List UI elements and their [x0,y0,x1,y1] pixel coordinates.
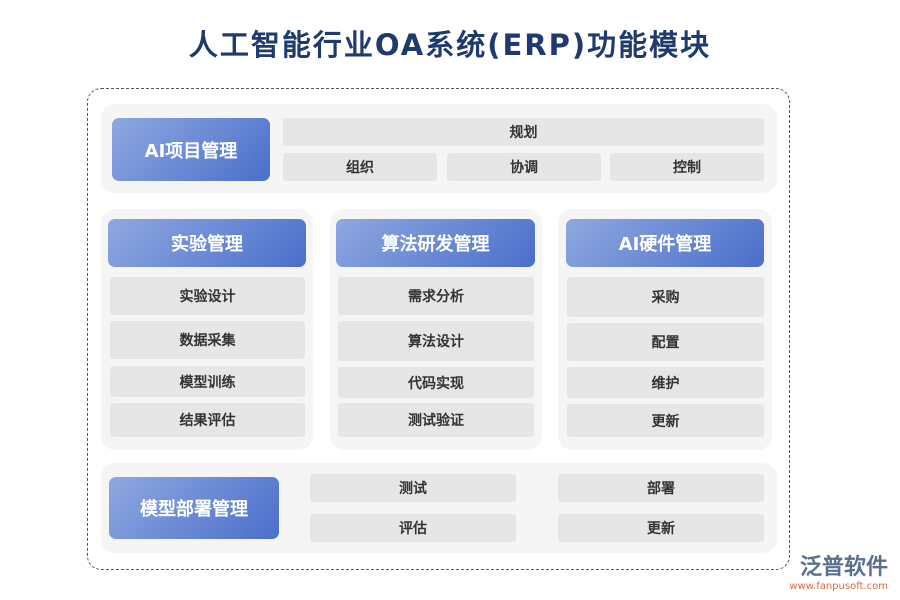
experiment-item: 模型训练 [110,366,305,397]
hardware-item: 更新 [567,404,764,437]
project-item: 组织 [283,153,437,181]
deploy-item: 评估 [310,514,516,542]
experiment-item: 数据采集 [110,321,305,359]
hardware-head: AI硬件管理 [566,219,764,267]
hardware-item: 维护 [567,367,764,398]
algorithm-item: 测试验证 [338,403,534,437]
logo-name: 泛普软件 [799,555,888,580]
deploy-item: 部署 [558,474,764,502]
algorithm-item: 代码实现 [338,367,534,398]
page-title: 人工智能行业OA系统(ERP)功能模块 [188,28,712,62]
deploy-item: 测试 [310,474,516,502]
algorithm-item: 算法设计 [338,321,534,361]
deploy-head: 模型部署管理 [109,477,279,539]
project-item: 控制 [610,153,764,181]
diagram-frame [87,88,790,570]
experiment-item: 实验设计 [110,277,305,315]
project-item: 协调 [447,153,601,181]
experiment-item: 结果评估 [110,403,305,437]
hardware-item: 配置 [567,323,764,361]
fanpu-logo: 泛普软件 www.fanpusoft.com [789,549,888,592]
deploy-item: 更新 [558,514,764,542]
project-head: AI项目管理 [112,118,270,181]
algorithm-item: 需求分析 [338,277,534,315]
hardware-item: 采购 [567,277,764,317]
experiment-head: 实验管理 [108,219,306,267]
logo-url: www.fanpusoft.com [789,581,888,592]
algorithm-head: 算法研发管理 [336,219,535,267]
project-item: 规划 [283,118,764,146]
